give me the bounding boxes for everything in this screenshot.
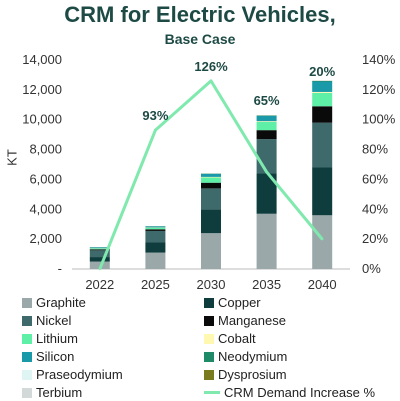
- legend-label: Manganese: [218, 313, 286, 328]
- x-tick-label: 2022: [85, 277, 114, 292]
- x-tick-label: 2025: [141, 277, 170, 292]
- y2-tick-label: 120%: [362, 82, 396, 97]
- bar-segment: [90, 257, 110, 261]
- bar-segment: [201, 174, 221, 177]
- bar-segment: [145, 253, 165, 269]
- y-tick-label: 4,000: [29, 201, 62, 216]
- y-tick-label: 2,000: [29, 231, 62, 246]
- bar-segment: [201, 188, 221, 209]
- bar-segment: [201, 233, 221, 269]
- y-tick-label: 8,000: [29, 142, 62, 157]
- legend-swatch: [22, 316, 32, 326]
- data-label: 93%: [142, 108, 168, 123]
- legend-item: Terbium: [22, 384, 200, 401]
- bar-segment: [201, 177, 221, 182]
- y2-tick-label: 60%: [362, 171, 388, 186]
- line-point: [321, 238, 323, 240]
- legend-item: Manganese: [204, 312, 382, 329]
- bar-segment: [145, 242, 165, 252]
- legend-swatch: [22, 388, 32, 398]
- bar-segment: [257, 121, 277, 122]
- bar-segment: [257, 139, 277, 173]
- bar-segment: [312, 81, 332, 82]
- bar-segment: [145, 231, 165, 242]
- data-label: 126%: [194, 59, 228, 74]
- bar-segment: [312, 81, 332, 91]
- legend-item: Neodymium: [204, 348, 382, 365]
- bar-segment: [201, 209, 221, 233]
- bar-segment: [257, 130, 277, 139]
- legend-label: Dysprosium: [218, 367, 287, 382]
- x-tick-label: 2040: [308, 277, 337, 292]
- legend-item: Nickel: [22, 312, 200, 329]
- legend-swatch: [204, 316, 214, 326]
- legend-swatch: [22, 370, 32, 380]
- legend-swatch: [22, 298, 32, 308]
- line-point: [210, 80, 212, 82]
- y2-tick-label: 80%: [362, 142, 388, 157]
- bar-segment: [312, 93, 332, 106]
- legend-item: Silicon: [22, 348, 200, 365]
- bar-segment: [312, 167, 332, 215]
- line-point: [154, 129, 156, 131]
- y-tick-label: 6,000: [29, 171, 62, 186]
- legend-label: Nickel: [36, 313, 71, 328]
- bar-segment: [145, 226, 165, 227]
- legend-item: Graphite: [22, 294, 200, 311]
- legend-item: Lithium: [22, 330, 200, 347]
- bar-segment: [145, 228, 165, 229]
- legend-swatch: [22, 334, 32, 344]
- bar-segment: [312, 123, 332, 168]
- y2-tick-label: 100%: [362, 112, 396, 127]
- line-point: [265, 171, 267, 173]
- y2-tick-label: 0%: [362, 261, 381, 276]
- legend-label: Cobalt: [218, 331, 256, 346]
- y-tick-label: 14,000: [22, 52, 62, 67]
- legend-label: CRM Demand Increase %: [224, 385, 375, 400]
- bar-segment: [257, 214, 277, 269]
- legend-swatch: [204, 370, 214, 380]
- legend-label: Lithium: [36, 331, 78, 346]
- y2-tick-label: 20%: [362, 231, 388, 246]
- legend-swatch: [204, 298, 214, 308]
- bar-segment: [312, 215, 332, 269]
- data-label: 20%: [309, 64, 335, 79]
- legend-swatch: [204, 352, 214, 362]
- y-tick-label: 12,000: [22, 82, 62, 97]
- legend-item: CRM Demand Increase %: [204, 384, 382, 401]
- y2-tick-label: 140%: [362, 52, 396, 67]
- x-tick-label: 2030: [197, 277, 226, 292]
- legend-label: Neodymium: [218, 349, 287, 364]
- y-tick-label: -: [58, 261, 62, 276]
- legend-swatch: [22, 352, 32, 362]
- bar-segment: [312, 106, 332, 122]
- bar-segment: [257, 116, 277, 121]
- legend-item: Copper: [204, 294, 382, 311]
- y-tick-label: 10,000: [22, 112, 62, 127]
- bar-segment: [201, 183, 221, 189]
- legend-label: Silicon: [36, 349, 74, 364]
- legend-label: Terbium: [36, 385, 82, 400]
- legend-swatch: [204, 334, 214, 344]
- bar-segment: [257, 122, 277, 130]
- bar-segment: [312, 92, 332, 93]
- legend-label: Graphite: [36, 295, 86, 310]
- line-point: [99, 268, 101, 270]
- chart-legend: Graphite Copper Nickel Manganese Lithium Coba…: [22, 294, 392, 401]
- bar-segment: [145, 229, 165, 231]
- legend-swatch: [204, 391, 220, 394]
- y2-tick-label: 40%: [362, 201, 388, 216]
- legend-label: Praseodymium: [36, 367, 123, 382]
- bar-segment: [201, 177, 221, 178]
- data-label: 65%: [254, 93, 280, 108]
- legend-item: Praseodymium: [22, 366, 200, 383]
- legend-label: Copper: [218, 295, 261, 310]
- x-tick-label: 2035: [252, 277, 281, 292]
- legend-item: Dysprosium: [204, 366, 382, 383]
- legend-item: Cobalt: [204, 330, 382, 347]
